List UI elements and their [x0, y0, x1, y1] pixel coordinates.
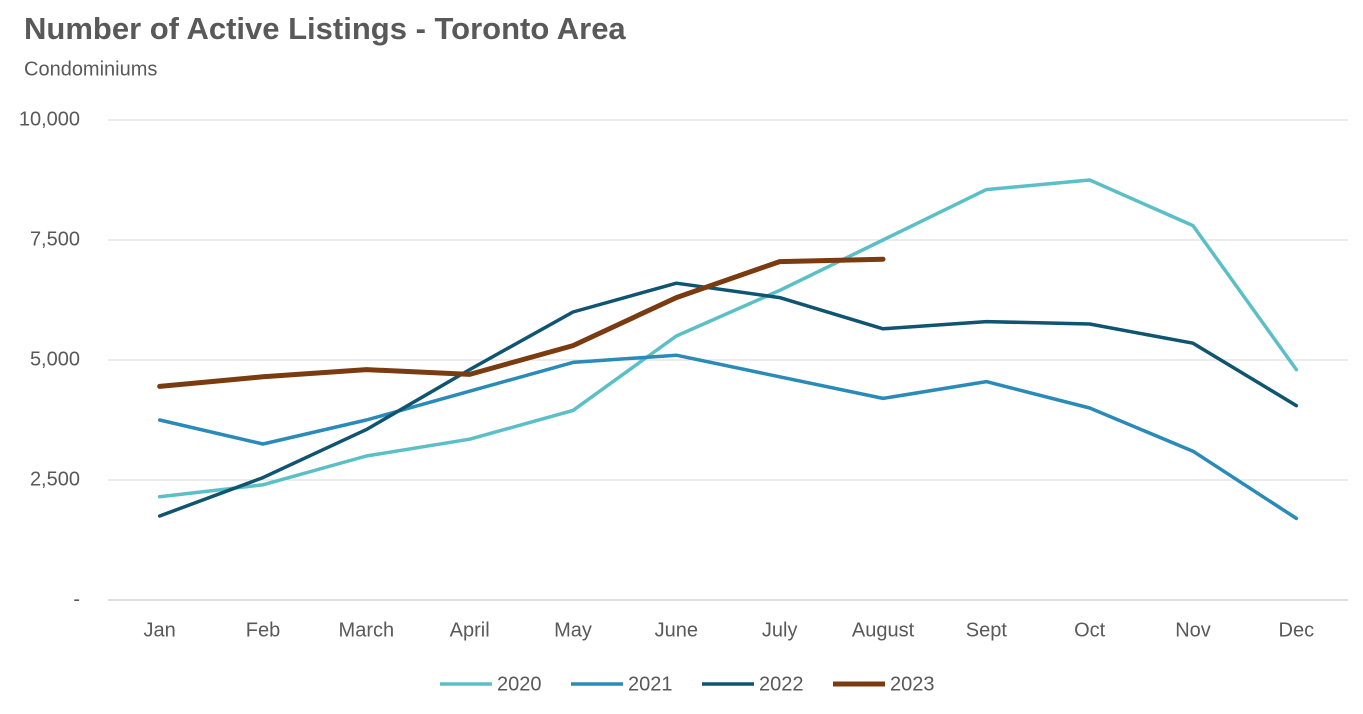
line-series — [157, 281, 1299, 518]
x-tick-label: Jan — [144, 619, 176, 641]
x-tick-label: Sept — [966, 619, 1008, 641]
y-tick-label: 5,000 — [30, 348, 80, 370]
x-tick-label: July — [762, 619, 798, 641]
x-tick-label: May — [554, 619, 592, 641]
x-tick-label: Feb — [246, 619, 280, 641]
line-series — [157, 178, 1299, 499]
x-tick-label: August — [852, 619, 915, 641]
x-tick-label: Dec — [1279, 619, 1315, 641]
x-tick-label: June — [655, 619, 698, 641]
y-tick-label: 2,500 — [30, 468, 80, 490]
y-tick-label: 7,500 — [30, 228, 80, 250]
x-tick-label: April — [450, 619, 490, 641]
line-series — [157, 256, 886, 389]
chart-subtitle: Condominiums — [24, 58, 157, 80]
legend-label: 2023 — [890, 673, 935, 695]
legend-label: 2021 — [628, 673, 673, 695]
chart-title: Number of Active Listings - Toronto Area — [24, 11, 626, 46]
x-tick-label: March — [339, 619, 395, 641]
y-tick-label: 10,000 — [19, 108, 80, 130]
legend-label: 2022 — [759, 673, 804, 695]
y-tick-label: - — [73, 588, 80, 610]
line-series — [157, 353, 1299, 521]
x-tick-label: Oct — [1074, 619, 1106, 641]
x-tick-label: Nov — [1175, 619, 1211, 641]
legend-label: 2020 — [497, 673, 542, 695]
